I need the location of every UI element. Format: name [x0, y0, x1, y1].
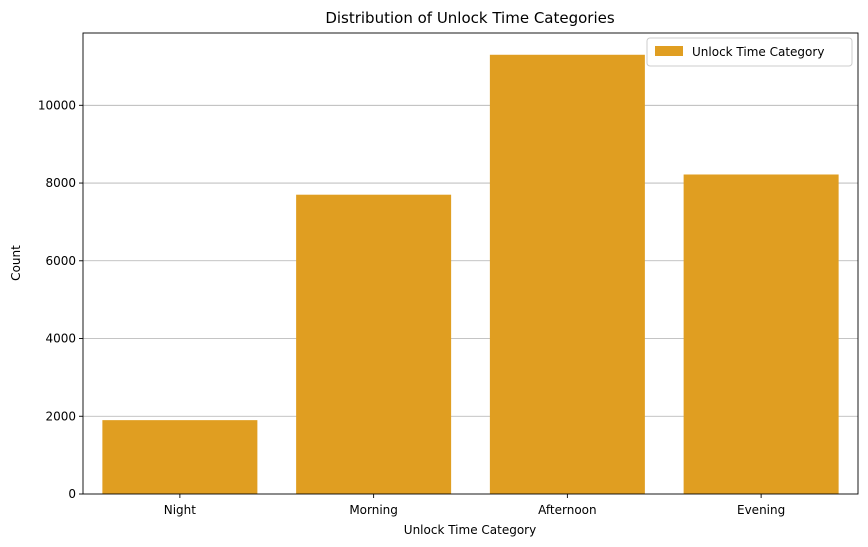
legend-box [646, 37, 853, 67]
x-tick-label: Night [164, 503, 197, 517]
y-tick-label: 2000 [45, 409, 76, 423]
bar-morning [296, 194, 452, 494]
y-tick-label: 6000 [45, 254, 76, 268]
bars [102, 54, 839, 495]
x-tick-label: Afternoon [538, 503, 597, 517]
y-axis-ticks: 0 2000 4000 6000 8000 10000 [38, 98, 83, 501]
bar-afternoon [489, 54, 645, 495]
x-axis-ticks: Night Morning Afternoon Evening [164, 494, 785, 517]
legend-swatch [655, 46, 683, 56]
x-axis-label: Unlock Time Category [404, 523, 536, 537]
legend: Unlock Time Category [646, 37, 853, 67]
bar-night [102, 420, 258, 494]
legend-entry: Unlock Time Category [692, 45, 824, 59]
plot-frame [82, 32, 859, 495]
y-tick-label: 4000 [45, 332, 76, 346]
y-axis-label: Count [9, 245, 23, 281]
chart-title: Distribution of Unlock Time Categories [325, 9, 615, 27]
bar-evening [683, 174, 839, 494]
y-tick-label: 0 [68, 487, 76, 501]
x-tick-label: Morning [349, 503, 398, 517]
y-tick-label: 10000 [38, 98, 76, 112]
x-tick-label: Evening [737, 503, 785, 517]
y-tick-label: 8000 [45, 176, 76, 190]
